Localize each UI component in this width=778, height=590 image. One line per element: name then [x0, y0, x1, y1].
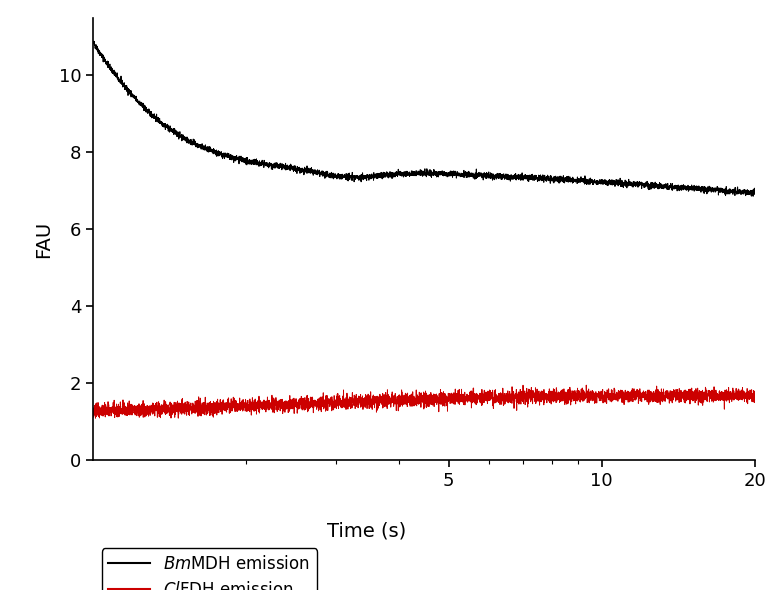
Y-axis label: FAU: FAU: [34, 220, 54, 258]
Legend: $\it{Bm}$MDH emission, $\it{Cl}$FDH emission: $\it{Bm}$MDH emission, $\it{Cl}$FDH emis…: [102, 548, 317, 590]
Text: Time (s): Time (s): [327, 522, 406, 540]
